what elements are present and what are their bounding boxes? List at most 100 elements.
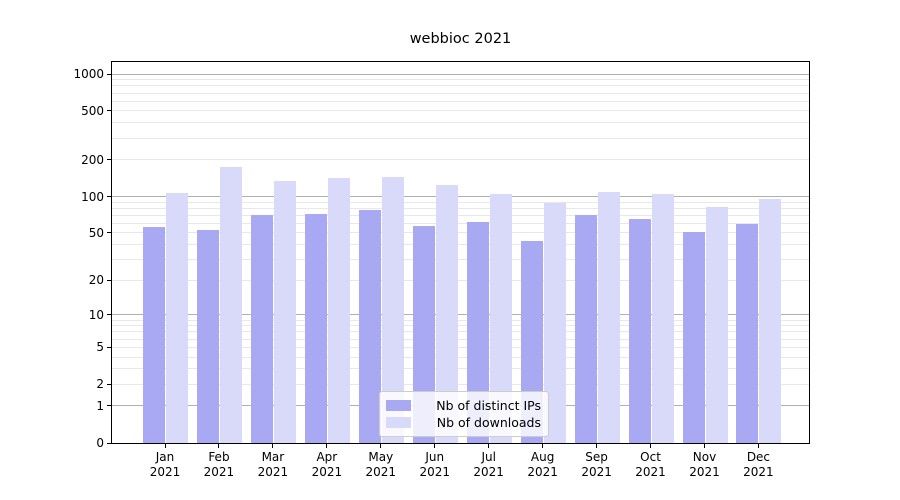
y-tick-label: 50 <box>88 225 104 240</box>
plot-area <box>111 61 810 444</box>
y-tick-mark <box>107 405 111 407</box>
legend-swatch-distinct-ips-icon <box>386 400 411 411</box>
bar-downloads-feb <box>219 166 242 443</box>
gridline-minor <box>112 331 809 333</box>
y-tick-label: 1000 <box>73 67 104 81</box>
y-tick-mark <box>107 314 111 316</box>
x-tick-label: Apr 2021 <box>311 450 343 479</box>
x-tick-label: Mar 2021 <box>257 450 289 479</box>
gridline-minor <box>112 244 809 246</box>
bar-downloads-jun <box>435 184 458 443</box>
x-tick-mark <box>380 444 382 448</box>
x-tick-mark <box>218 444 220 448</box>
bar-distinct-ips-oct <box>628 219 651 443</box>
gridline-minor <box>112 383 809 385</box>
bar-downloads-jul <box>489 193 512 443</box>
bar-distinct-ips-may <box>358 210 381 443</box>
y-tick-label: 200 <box>81 152 104 167</box>
y-tick-mark <box>107 73 111 75</box>
bar-distinct-ips-nov <box>682 231 705 443</box>
x-tick-mark <box>272 444 274 448</box>
bar-downloads-mar <box>273 181 296 443</box>
legend-entry-downloads: Nb of downloads <box>386 414 541 431</box>
x-tick-label: Sep 2021 <box>581 450 612 479</box>
x-tick-label: Dec 2021 <box>743 450 774 479</box>
gridline-minor <box>112 201 809 203</box>
x-tick-mark <box>704 444 705 448</box>
gridline-minor <box>112 79 809 81</box>
x-tick-mark <box>326 444 328 448</box>
x-tick-mark <box>488 444 490 448</box>
gridline-major <box>112 314 809 316</box>
bar-downloads-aug <box>543 203 566 443</box>
y-tick-label: 1 <box>96 398 104 413</box>
bar-downloads-dec <box>759 199 782 443</box>
y-tick-mark <box>107 232 111 234</box>
y-tick-mark <box>107 110 111 112</box>
bar-distinct-ips-mar <box>250 215 273 443</box>
x-tick-label: Oct 2021 <box>635 450 666 479</box>
x-tick-label: Jan 2021 <box>149 450 181 479</box>
x-tick-label: Jul 2021 <box>473 450 504 479</box>
gridline-minor <box>112 110 809 112</box>
gridline-minor <box>112 279 809 281</box>
x-tick-label: Aug 2021 <box>527 450 558 479</box>
legend-entry-distinct-ips: Nb of distinct IPs <box>386 397 541 414</box>
bar-distinct-ips-sep <box>574 215 597 443</box>
y-tick-mark <box>107 196 111 197</box>
x-tick-label: May 2021 <box>365 450 397 479</box>
x-tick-label: Feb 2021 <box>203 450 235 479</box>
y-tick-mark <box>107 346 111 348</box>
bar-distinct-ips-feb <box>196 229 219 443</box>
gridline-minor <box>112 214 809 216</box>
x-tick-mark <box>650 444 652 448</box>
gridline-minor <box>112 319 809 321</box>
y-tick-label: 2 <box>96 377 104 392</box>
bar-downloads-oct <box>651 193 674 443</box>
x-tick-mark <box>542 444 544 448</box>
bar-downloads-apr <box>327 177 350 443</box>
x-tick-mark <box>757 444 759 448</box>
bar-distinct-ips-jul <box>466 221 489 443</box>
gridline-minor <box>112 92 809 94</box>
gridline-minor <box>112 100 809 102</box>
y-tick-label: 500 <box>81 103 104 118</box>
chart-title: webbioc 2021 <box>409 31 512 47</box>
x-tick-label: Jun 2021 <box>419 450 451 479</box>
y-tick-label: 10 <box>88 307 104 322</box>
legend-swatch-downloads-icon <box>386 417 411 428</box>
bar-downloads-may <box>381 176 404 443</box>
gridline-minor <box>112 122 809 124</box>
y-tick-label: 5 <box>96 340 104 355</box>
bar-downloads-jan <box>166 193 188 443</box>
gridline-minor <box>112 137 809 139</box>
gridline-minor <box>112 368 809 370</box>
bar-downloads-sep <box>597 191 620 443</box>
bar-distinct-ips-jun <box>412 226 435 443</box>
legend-label-downloads: Nb of downloads <box>436 415 541 430</box>
gridline-minor <box>112 346 809 348</box>
y-tick-mark <box>107 279 111 281</box>
bar-distinct-ips-jan <box>143 227 165 443</box>
legend-label-distinct-ips: Nb of distinct IPs <box>436 398 541 413</box>
gridline-major <box>112 196 809 197</box>
gridline-minor <box>112 85 809 87</box>
gridline-minor <box>112 159 809 161</box>
x-tick-mark <box>164 444 166 448</box>
y-tick-mark <box>107 383 111 385</box>
y-tick-mark <box>107 442 111 444</box>
y-tick-mark <box>107 159 111 161</box>
gridline-minor <box>112 338 809 340</box>
bar-downloads-nov <box>705 207 728 443</box>
gridline-minor <box>112 356 809 358</box>
legend: Nb of distinct IPs Nb of downloads <box>379 391 549 437</box>
gridline-minor <box>112 207 809 209</box>
gridline-minor <box>112 232 809 234</box>
gridline-minor <box>112 259 809 261</box>
x-tick-label: Nov 2021 <box>689 450 720 479</box>
x-tick-mark <box>596 444 598 448</box>
y-tick-label: 0 <box>96 436 104 450</box>
bar-distinct-ips-apr <box>304 213 327 443</box>
bar-distinct-ips-dec <box>736 224 759 443</box>
